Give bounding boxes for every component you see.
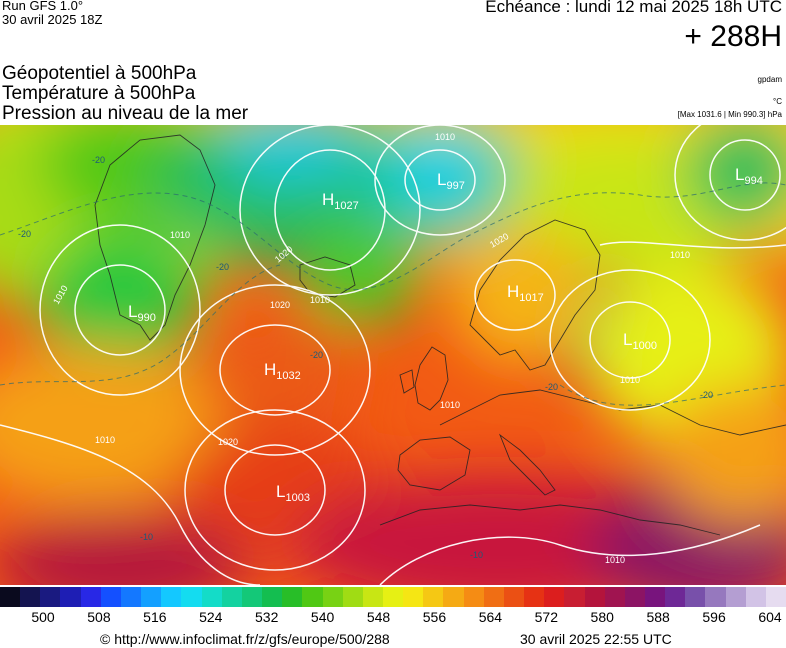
run-date: 30 avril 2025 18Z [2,12,103,27]
scale-swatch [765,587,786,607]
pressure-minmax: [Max 1031.6 | Min 990.3] hPa [677,110,782,119]
scale-swatch [423,587,444,607]
scale-swatch [382,587,404,607]
scale-swatch [403,587,424,607]
scale-swatch [483,587,504,607]
temperature-isotherms [0,182,786,406]
title-temperature: Température à 500hPa [2,83,196,104]
isobar-label: 1020 [270,300,290,310]
scale-tick-label: 500 [31,609,55,625]
scale-swatch [685,587,706,607]
isobar-label: 1010 [310,295,330,305]
scale-swatch [241,587,263,607]
scale-tick-label: 588 [646,609,670,625]
scale-swatch [524,587,545,607]
scale-swatch [181,587,202,607]
isotherm-value-labels: -20 -20 -20 -20 -20 -20 -10 -10 [18,155,713,560]
scale-swatch [624,587,645,607]
isotherm-label: -20 [216,262,229,272]
scale-swatch [161,587,182,607]
scale-tick-label: 580 [590,609,614,625]
scale-swatch [544,587,565,607]
scale-swatch [645,587,666,607]
isobar-label: 1020 [218,437,238,447]
weather-map: H1027 L997 L994 L990 H1032 H1017 L1000 L… [0,125,786,585]
scale-swatch [282,587,303,607]
scale-swatch [201,587,222,607]
scale-swatch [463,587,484,607]
scale-tick-label: 548 [366,609,391,625]
scale-swatch [0,587,21,607]
scale-swatch [100,587,121,607]
scale-swatch [604,587,625,607]
scale-swatch [322,587,343,607]
isotherm-label: -20 [92,155,105,165]
scale-swatch [60,587,81,607]
unit-celsius: °C [773,97,782,106]
isobar-label: 1010 [435,132,455,142]
scale-swatch [725,587,746,607]
generated-date: 30 avril 2025 22:55 UTC [520,631,672,647]
isobar-label: 1010 [605,555,625,565]
isobar-label: 1010 [440,400,460,410]
scale-swatch [120,587,142,607]
scale-swatch [503,587,525,607]
source-url: © http://www.infoclimat.fr/z/gfs/europe/… [100,631,390,647]
isobar-label: 1010 [670,250,690,260]
scale-tick-label: 572 [534,609,558,625]
scale-tick-label: 604 [758,609,782,625]
run-model: Run GFS 1.0° [2,0,84,13]
scale-swatch [362,587,383,607]
temperature-field [0,125,786,585]
scale-swatch [705,587,726,607]
scale-swatch [20,587,41,607]
unit-gpdam: gpdam [757,75,782,84]
scale-tick-label: 516 [143,609,167,625]
scale-tick-label: 596 [702,609,726,625]
scale-swatch [141,587,162,607]
isotherm-label: -20 [545,382,558,392]
scale-swatch [745,587,766,607]
scale-swatch [584,587,605,607]
scale-swatch [262,587,283,607]
isobar-label: 1010 [620,375,640,385]
forecast-hour: + 288H [684,20,782,53]
scale-swatch [665,587,686,607]
isotherm-label: -20 [18,229,31,239]
color-scale-ticks: 500 508 516 524 532 540 548 556 564 572 580 588 596 6… [0,609,786,629]
isotherm-label: -20 [310,350,323,360]
scale-tick-label: 524 [199,609,223,625]
isotherm-label: -20 [700,390,713,400]
isobar-label: 1010 [170,230,190,240]
forecast-valid-time: Echéance : lundi 12 mai 2025 18h UTC [485,0,782,16]
title-pressure: Pression au niveau de la mer [2,103,249,124]
color-scale [0,587,786,607]
isobars [0,125,786,585]
scale-tick-label: 508 [87,609,111,625]
scale-swatch [342,587,363,607]
scale-swatch [564,587,585,607]
scale-tick-label: 556 [422,609,447,625]
scale-swatch [80,587,101,607]
scale-swatch [40,587,61,607]
scale-swatch [443,587,464,607]
isobar-label: 1010 [95,435,115,445]
scale-tick-label: 564 [478,609,503,625]
scale-tick-label: 540 [310,609,335,625]
scale-swatch [302,587,323,607]
scale-swatch [221,587,242,607]
title-geopotential: Géopotentiel à 500hPa [2,63,197,84]
isotherm-label: -10 [140,532,153,542]
scale-tick-label: 532 [255,609,279,625]
isotherm-label: -10 [470,550,483,560]
